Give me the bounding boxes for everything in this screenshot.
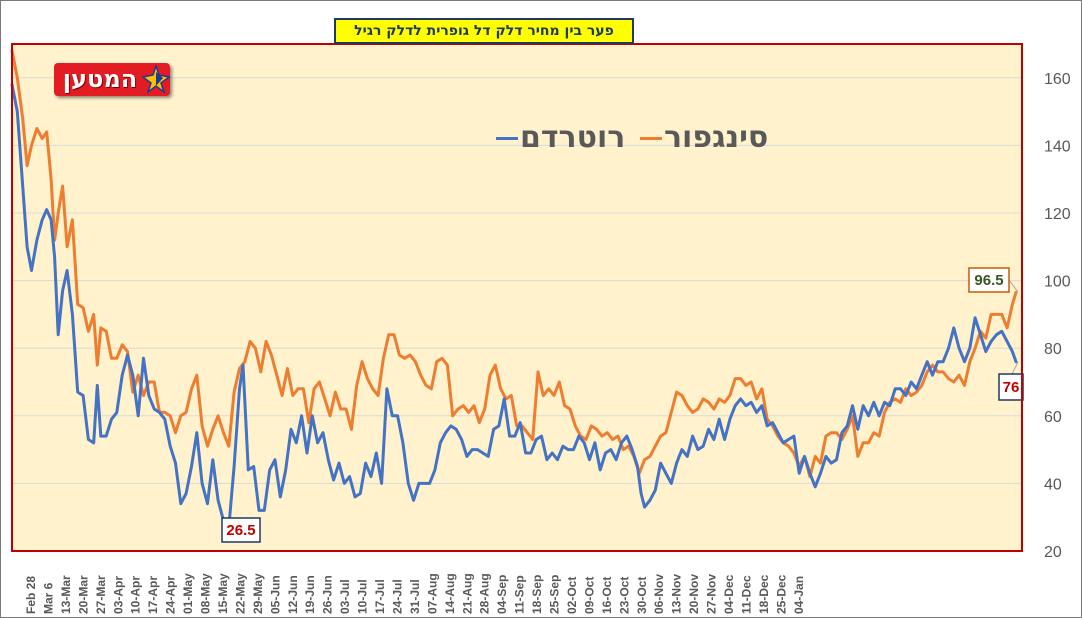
star-icon	[142, 64, 170, 94]
x-tick-label: 11-Dec	[739, 575, 753, 614]
x-tick-label: 26-Jun	[321, 575, 335, 614]
callout-rotterdam-last-box	[998, 373, 1024, 401]
y-tick-label: 100	[1044, 274, 1071, 291]
x-tick-label: 24-Jul	[390, 579, 404, 614]
x-tick-label: 21-Aug	[460, 573, 474, 614]
brand-logo: המטען	[54, 63, 170, 96]
x-tick-label: 05-Jun	[268, 575, 282, 614]
x-tick-label: 27-Mar	[94, 575, 108, 614]
x-tick-label: 11-Sep	[513, 575, 527, 614]
callout-singapore-last: 96.5	[974, 272, 1003, 289]
x-tick-label: 22-May	[233, 573, 247, 614]
callout-leader	[1011, 361, 1019, 375]
y-tick-label: 60	[1044, 409, 1062, 426]
y-tick-label: 120	[1044, 206, 1071, 223]
plot-area	[12, 44, 1022, 551]
legend-label-singapore: סינגפור	[664, 120, 769, 155]
series-line-rotterdam	[10, 83, 1018, 529]
x-tick-label: 20-Mar	[76, 575, 90, 614]
x-tick-label: 30-Oct	[635, 577, 649, 614]
x-tick-label: 10-Apr	[129, 576, 143, 614]
logo-text: המטען	[62, 65, 138, 93]
x-tick-label: 15-May	[216, 573, 230, 614]
data-callouts: 26.5 96.5 76	[221, 267, 1024, 543]
legend-swatch-rotterdam	[496, 137, 518, 140]
x-tick-label: 27-Nov	[705, 574, 719, 614]
y-tick-label: 40	[1044, 476, 1062, 493]
x-tick-label: 25-Sep	[548, 575, 562, 614]
x-tick-label: 02-Oct	[565, 577, 579, 614]
x-tick-label: 29-May	[251, 573, 265, 614]
x-tick-label: 24-Apr	[164, 576, 178, 614]
x-tick-label: 23-Oct	[617, 577, 631, 614]
x-tick-label: 13-Mar	[59, 575, 73, 614]
x-tick-label: 28-Aug	[478, 573, 492, 614]
y-tick-label: 20	[1044, 544, 1062, 561]
x-tick-label: 04-Sep	[495, 575, 509, 614]
y-axis-ticks: 20 40 60 80 100 120 140 160	[1044, 71, 1071, 561]
x-tick-label: Mar 6	[41, 582, 55, 614]
series-lines	[10, 49, 1018, 529]
x-tick-label: 06-Nov	[652, 574, 666, 614]
plot-border	[11, 43, 1023, 552]
x-tick-label: 03-Apr	[111, 576, 125, 614]
x-tick-label: 01-May	[181, 573, 195, 614]
y-tick-label: 160	[1044, 71, 1071, 88]
callout-rotterdam-min: 26.5	[226, 522, 255, 539]
callout-singapore-last-box	[968, 267, 1010, 293]
x-tick-label: 04-Jan	[792, 576, 806, 614]
x-tick-label: Feb 28	[24, 576, 38, 614]
x-tick-label: 14-Aug	[443, 573, 457, 614]
x-tick-label: 07-Aug	[425, 573, 439, 614]
x-tick-label: 10-Jul	[356, 579, 370, 614]
legend-label-rotterdam: רוטרדם	[520, 120, 626, 155]
chart-title: פער בין מחיר דלק דל גופרית לדלק רגיל	[334, 18, 634, 44]
x-tick-label: 17-Jul	[373, 579, 387, 614]
x-tick-label: 25-Dec	[774, 574, 788, 614]
y-tick-label: 80	[1044, 341, 1062, 358]
x-tick-label: 03-Jul	[338, 579, 352, 614]
x-tick-label: 13-Nov	[670, 574, 684, 614]
x-axis-ticks: Feb 28 Mar 6 13-Mar 20-Mar 27-Mar 03-Apr 10-Ap…	[24, 573, 806, 614]
callout-rotterdam-min-box	[221, 517, 261, 543]
x-tick-label: 16-Oct	[600, 577, 614, 614]
x-tick-label: 20-Nov	[687, 574, 701, 614]
x-tick-label: 08-May	[199, 573, 213, 614]
x-tick-label: 09-Oct	[582, 577, 596, 614]
x-tick-label: 18-Dec	[757, 574, 771, 614]
x-tick-label: 31-Jul	[408, 579, 422, 614]
x-tick-label: 18-Sep	[530, 575, 544, 614]
legend-swatch-singapore	[640, 137, 662, 140]
y-tick-label: 140	[1044, 138, 1071, 155]
callout-leader	[1008, 279, 1019, 293]
x-tick-label: 12-Jun	[286, 575, 300, 614]
x-tick-label: 04-Dec	[722, 574, 736, 614]
x-tick-label: 17-Apr	[146, 576, 160, 614]
x-tick-label: 19-Jun	[303, 575, 317, 614]
callout-rotterdam-last: 76	[1003, 379, 1020, 396]
